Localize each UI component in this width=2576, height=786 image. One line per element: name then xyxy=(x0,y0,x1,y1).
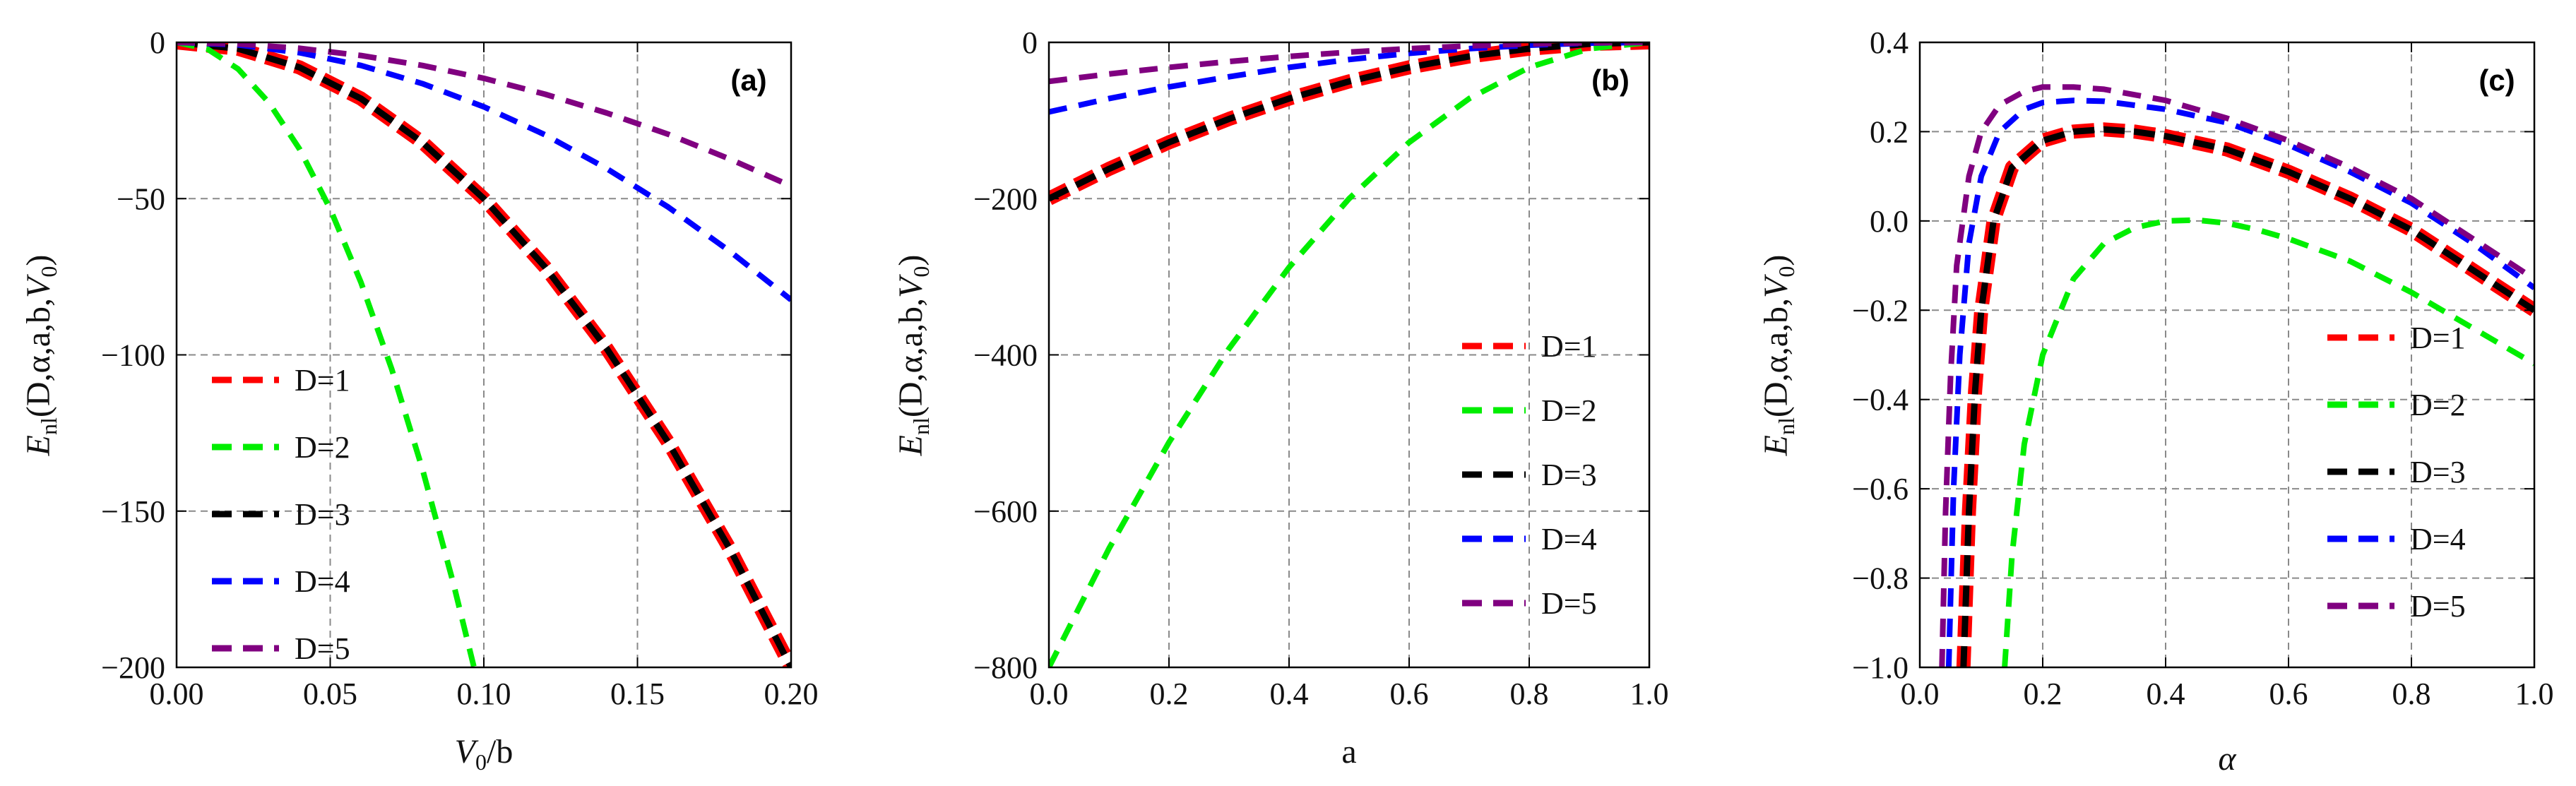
panel-b: 0.0 0.2 0.4 0.6 0.8 1.00−200−400−600−800 (b) … xyxy=(892,25,1669,770)
y-tick-label: −150 xyxy=(101,494,165,529)
x-tick-label: 0.6 xyxy=(2269,677,2308,711)
legend-label: D=5 xyxy=(2410,589,2466,624)
legend-label: D=3 xyxy=(295,497,350,532)
y-tick-label: −100 xyxy=(101,338,165,373)
legend-item: D=2 xyxy=(2327,388,2466,422)
x-tick-label: 0.4 xyxy=(1270,677,1309,711)
y-tick-label: −200 xyxy=(101,650,165,685)
x-tick-label: 1.0 xyxy=(2515,677,2554,711)
y-tick-label: −0.6 xyxy=(1852,472,1909,506)
series-line-d3 xyxy=(1960,126,2534,667)
x-tick-label: 0.2 xyxy=(1150,677,1189,711)
y-tick-label: 0.4 xyxy=(1870,25,1909,60)
legend-label: D=3 xyxy=(1541,458,1597,492)
series-line-d4 xyxy=(1945,97,2534,667)
y-tick-label: −50 xyxy=(117,181,165,216)
x-axis-label: V0/b xyxy=(455,733,514,775)
y-tick-label: 0 xyxy=(1022,25,1038,60)
x-tick-label: 0.0 xyxy=(1030,677,1069,711)
legend-label: D=5 xyxy=(1541,586,1597,621)
legend-label: D=2 xyxy=(295,430,350,465)
series-line-d1 xyxy=(1049,42,1649,206)
x-tick-label: 0.0 xyxy=(1901,677,1940,711)
x-tick-label: 0.10 xyxy=(457,677,511,711)
legend-label: D=4 xyxy=(1541,522,1597,556)
legend-item: D=1 xyxy=(2327,321,2466,355)
y-axis-label: Enl(D,α,a,b,V0) xyxy=(1757,255,1799,457)
legend-label: D=4 xyxy=(2410,522,2466,556)
x-tick-label: 0.20 xyxy=(764,677,819,711)
y-tick-label: 0.2 xyxy=(1870,114,1909,149)
x-tick-label: 0.8 xyxy=(2392,677,2431,711)
x-tick-label: 0.15 xyxy=(610,677,665,711)
legend-item: D=3 xyxy=(212,497,350,532)
legend-item: D=2 xyxy=(1462,393,1597,428)
series-line-d4 xyxy=(1049,42,1649,115)
legend-label: D=1 xyxy=(2410,321,2466,355)
panel-tag: (a) xyxy=(730,64,766,97)
series-line-d5 xyxy=(1939,84,2534,667)
x-tick-label: 0.6 xyxy=(1390,677,1429,711)
y-axis-label: Enl(D,α,a,b,V0) xyxy=(20,255,61,457)
legend-item: D=1 xyxy=(1462,329,1597,364)
y-tick-label: −800 xyxy=(973,650,1038,685)
x-axis-label: a xyxy=(1341,733,1356,770)
y-tick-label: −400 xyxy=(973,338,1038,373)
legend-item: D=5 xyxy=(2327,589,2466,624)
legend-label: D=1 xyxy=(1541,329,1597,364)
panel-tag: (b) xyxy=(1591,64,1630,97)
x-axis-label: α xyxy=(2218,740,2236,778)
series-line-d3 xyxy=(1049,42,1649,202)
legend-label: D=2 xyxy=(1541,393,1597,428)
legend-item: D=4 xyxy=(212,564,350,599)
x-tick-label: 0.4 xyxy=(2147,677,2185,711)
y-tick-label: 0 xyxy=(150,25,165,60)
legend-item: D=3 xyxy=(1462,458,1597,492)
panel-tag: (c) xyxy=(2479,64,2515,97)
y-axis-label: Enl(D,α,a,b,V0) xyxy=(892,255,934,457)
series-line-d5 xyxy=(177,42,791,189)
legend-item: D=5 xyxy=(212,631,350,666)
legend-label: D=5 xyxy=(295,631,350,666)
y-tick-label: −0.8 xyxy=(1852,561,1909,596)
plot-frame xyxy=(1918,41,2536,669)
x-tick-label: 0.05 xyxy=(303,677,357,711)
y-tick-label: −1.0 xyxy=(1852,650,1909,685)
y-tick-label: 0.0 xyxy=(1870,204,1909,239)
series-line-d4 xyxy=(177,42,791,302)
y-tick-label: −0.4 xyxy=(1852,383,1909,417)
x-tick-label: 0.8 xyxy=(1510,677,1549,711)
legend-label: D=2 xyxy=(2410,388,2466,422)
legend-label: D=3 xyxy=(2410,455,2466,489)
series-line-d2 xyxy=(1049,42,1649,667)
legend-item: D=5 xyxy=(1462,586,1597,621)
panel-a: 0.00 0.05 0.10 0.15 0.20 0 −50 −100 −150 −200 (a)… xyxy=(20,25,819,775)
legend-item: D=2 xyxy=(212,430,350,465)
legend-item: D=4 xyxy=(2327,522,2466,556)
series-line-d2 xyxy=(177,42,477,667)
legend-label: D=4 xyxy=(295,564,350,599)
y-tick-label: −0.2 xyxy=(1852,293,1909,328)
series-line-d5 xyxy=(1049,42,1649,85)
x-tick-label: 0.00 xyxy=(150,677,204,711)
x-tick-label: 1.0 xyxy=(1630,677,1669,711)
legend-item: D=3 xyxy=(2327,455,2466,489)
x-tick-label: 0.2 xyxy=(2024,677,2062,711)
y-tick-label: −200 xyxy=(973,181,1038,216)
series-line-d2 xyxy=(2002,217,2534,667)
series-line-d3 xyxy=(177,42,791,667)
legend-label: D=1 xyxy=(295,363,350,398)
panel-c: 0.0 0.2 0.4 0.6 0.8 1.0 0.4 0.2 0.0 −0.2 −0.4 −0.6 −… xyxy=(1757,25,2554,778)
y-tick-label: −600 xyxy=(973,494,1038,529)
legend-item: D=1 xyxy=(212,363,350,398)
legend-item: D=4 xyxy=(1462,522,1597,556)
